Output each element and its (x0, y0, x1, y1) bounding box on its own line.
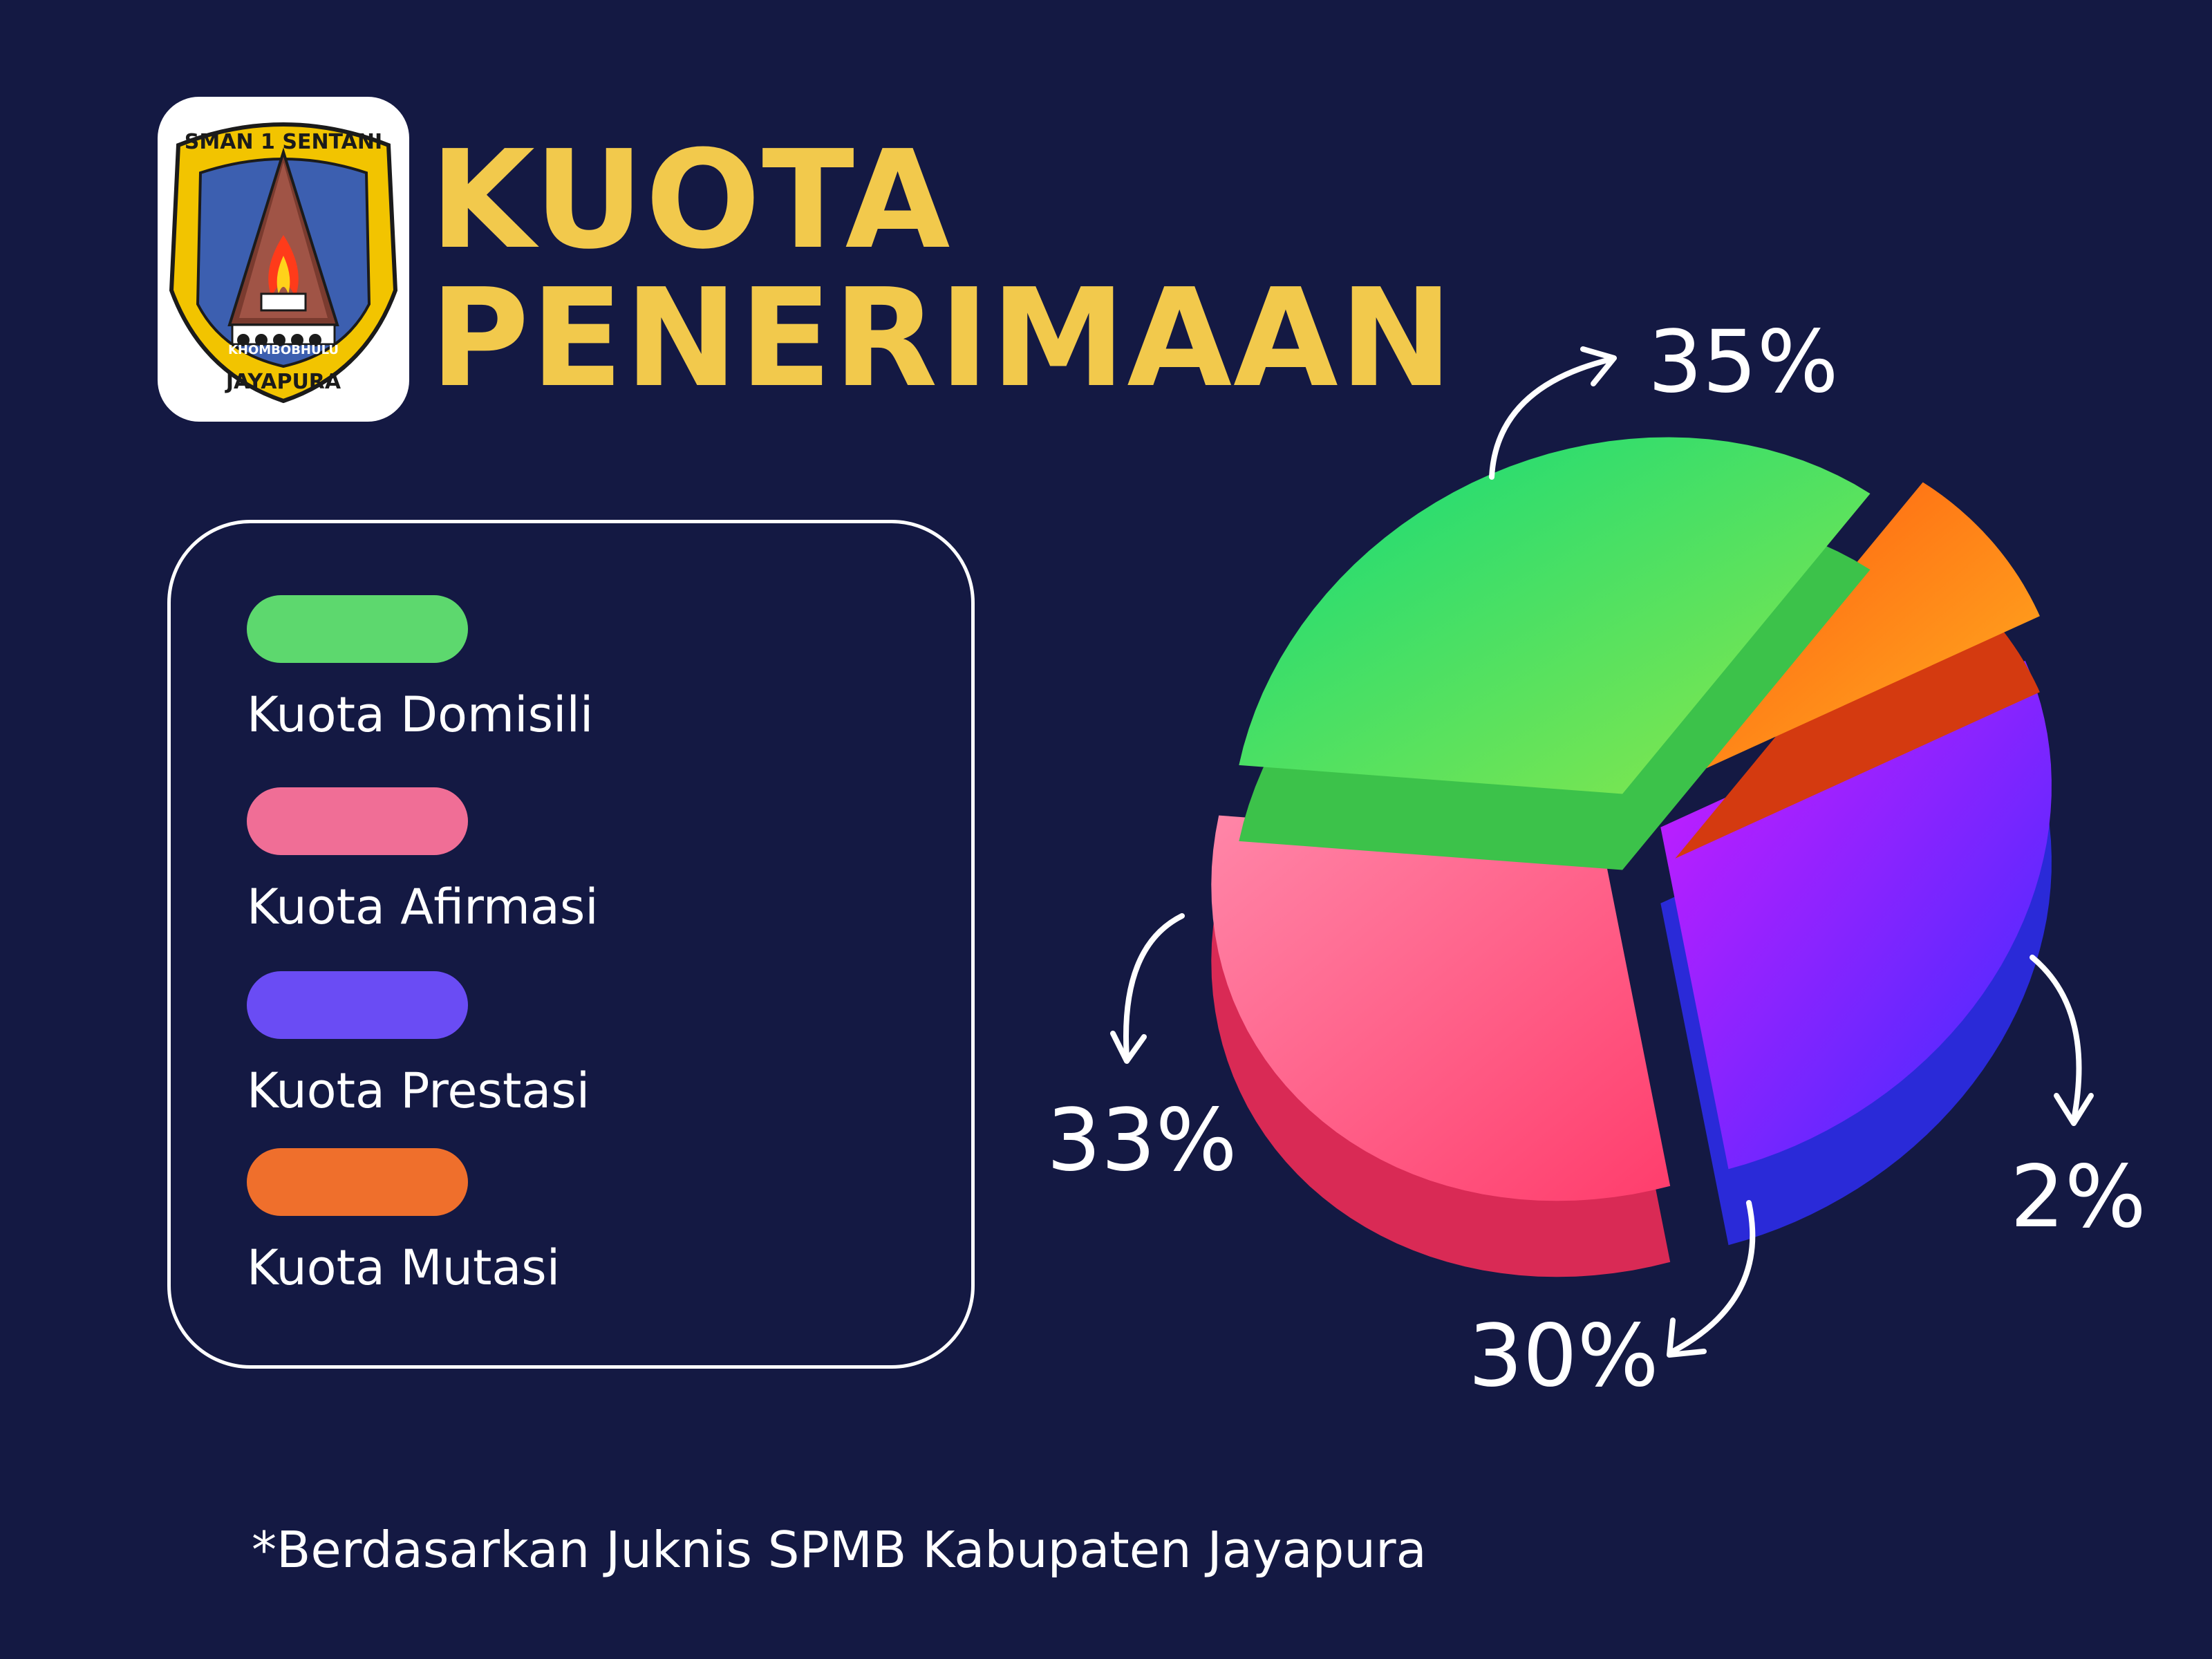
pie-slices (1211, 437, 2052, 1277)
pie-slice-mutasi (1675, 482, 2040, 782)
page-title: KUOTA PENERIMAAN (430, 131, 1454, 408)
arrow-domisili-icon (1489, 357, 1613, 480)
legend-item-prestasi: Kuota Prestasi (247, 971, 590, 1119)
footnote: *Berdasarkan Juknis SPMB Kabupaten Jayap… (252, 1521, 1427, 1579)
legend-swatch-mutasi (247, 1148, 468, 1216)
arrow-mutasi-head-icon (2054, 1093, 2094, 1126)
legend-swatch-afirmasi (247, 787, 468, 855)
legend-label-domisili: Kuota Domisili (247, 686, 594, 743)
school-emblem-icon: SMAN 1 SENTANI KHOMBOBHULU JAYAPURA (169, 122, 398, 404)
legend-item-mutasi: Kuota Mutasi (247, 1148, 560, 1296)
label-prestasi-pct: 30% (1468, 1306, 1659, 1406)
pie-slice-afirmasi (1211, 815, 1671, 1201)
legend-label-mutasi: Kuota Mutasi (247, 1239, 561, 1296)
school-logo: SMAN 1 SENTANI KHOMBOBHULU JAYAPURA (158, 97, 409, 422)
arrow-afirmasi-head-icon (1110, 1031, 1147, 1064)
logo-bottom-text: JAYAPURA (225, 370, 341, 394)
arrow-afirmasi-icon (1123, 913, 1185, 1060)
label-mutasi-pct: 2% (2010, 1147, 2146, 1247)
legend-label-prestasi: Kuota Prestasi (247, 1062, 590, 1119)
logo-mid-text: KHOMBOBHULU (228, 343, 339, 357)
legend-swatch-domisili (247, 595, 468, 663)
legend-item-domisili: Kuota Domisili (247, 595, 593, 743)
callout-arrows (1110, 346, 2094, 1358)
label-domisili-pct: 35% (1648, 312, 1839, 412)
arrow-prestasi-head-icon (1667, 1318, 1707, 1358)
label-afirmasi-pct: 33% (1047, 1091, 1237, 1190)
pie-slice-domisili (1239, 437, 1871, 794)
chart-legend: Kuota Domisili Kuota Afirmasi Kuota Pres… (167, 520, 975, 1369)
title-line-2: PENERIMAAN (430, 260, 1454, 418)
arrow-mutasi-icon (2030, 955, 2082, 1123)
arrow-domisili-head-icon (1580, 346, 1617, 386)
arrow-prestasi-icon (1670, 1200, 1756, 1354)
title-line-1: KUOTA (430, 122, 952, 279)
legend-item-afirmasi: Kuota Afirmasi (247, 787, 599, 935)
logo-top-text: SMAN 1 SENTANI (185, 130, 382, 154)
legend-label-afirmasi: Kuota Afirmasi (247, 879, 599, 935)
legend-swatch-prestasi (247, 971, 468, 1039)
